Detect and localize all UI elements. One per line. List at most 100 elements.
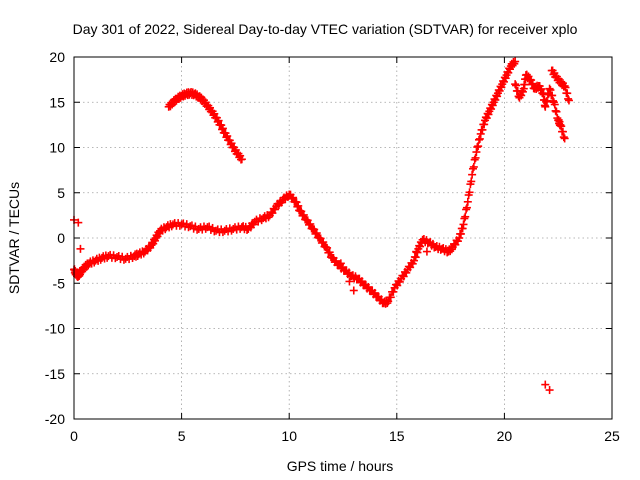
data-point xyxy=(389,287,398,296)
data-point xyxy=(469,162,478,171)
data-point xyxy=(323,243,332,252)
data-point xyxy=(549,96,558,105)
data-point xyxy=(557,122,566,131)
data-point xyxy=(462,205,471,214)
grid xyxy=(74,57,612,419)
data-point xyxy=(541,380,550,389)
data-point xyxy=(383,299,392,308)
data-point xyxy=(467,177,476,186)
data-point xyxy=(548,91,557,100)
data-point xyxy=(292,198,301,207)
y-tick-label: 5 xyxy=(57,185,65,201)
x-tick-label: 5 xyxy=(178,428,186,444)
data-point xyxy=(458,224,467,233)
data-point xyxy=(455,234,464,242)
data-points xyxy=(70,57,573,395)
data-point xyxy=(422,247,431,256)
data-point xyxy=(558,127,567,136)
data-point xyxy=(512,81,521,90)
data-point xyxy=(214,116,223,125)
data-point xyxy=(472,148,481,157)
data-point xyxy=(463,197,472,206)
data-point xyxy=(499,77,508,86)
data-point xyxy=(459,220,468,229)
data-point xyxy=(563,89,572,98)
data-point xyxy=(508,61,517,70)
data-point xyxy=(319,238,328,247)
data-point xyxy=(416,242,425,251)
data-point xyxy=(412,247,421,256)
data-point xyxy=(560,134,569,143)
data-point xyxy=(349,286,358,295)
data-point xyxy=(321,243,330,252)
data-point xyxy=(552,107,561,116)
data-point xyxy=(470,155,479,164)
data-point xyxy=(542,97,551,106)
data-point xyxy=(74,218,83,227)
data-point xyxy=(564,94,573,103)
data-point xyxy=(461,212,470,221)
data-point xyxy=(487,105,496,114)
x-tick-label: 15 xyxy=(389,428,405,444)
data-point xyxy=(468,164,477,173)
data-point xyxy=(384,297,393,306)
data-point xyxy=(332,256,341,265)
x-tick-label: 0 xyxy=(70,428,78,444)
data-point xyxy=(306,219,315,228)
data-point xyxy=(475,135,484,144)
data-point xyxy=(76,244,85,253)
data-point xyxy=(325,248,334,257)
data-point xyxy=(456,229,465,238)
data-point xyxy=(336,259,345,268)
y-tick-label: -20 xyxy=(45,411,65,427)
data-point xyxy=(495,86,504,95)
data-point xyxy=(223,132,232,141)
plot-frame xyxy=(73,56,613,420)
data-point xyxy=(473,143,482,152)
data-point xyxy=(386,293,395,302)
data-point xyxy=(475,134,484,143)
data-point xyxy=(166,102,175,111)
data-point xyxy=(218,124,227,133)
data-point xyxy=(312,229,321,238)
data-point xyxy=(468,170,477,179)
data-point xyxy=(556,120,565,129)
x-tick-label: 25 xyxy=(604,428,620,444)
x-tick-label: 10 xyxy=(281,428,297,444)
data-point xyxy=(465,188,474,197)
data-point xyxy=(517,91,526,100)
data-point xyxy=(299,210,308,219)
data-point xyxy=(541,102,550,111)
y-tick-label: 0 xyxy=(57,230,65,246)
data-point xyxy=(294,201,303,210)
data-point xyxy=(478,125,487,134)
data-point xyxy=(564,96,573,105)
data-point xyxy=(293,202,302,211)
data-point xyxy=(482,114,491,123)
data-point xyxy=(446,247,455,256)
data-point xyxy=(462,203,471,212)
data-point xyxy=(227,139,236,148)
data-point xyxy=(560,81,569,90)
data-point xyxy=(527,76,536,85)
y-tick-label: -15 xyxy=(45,366,65,382)
data-point xyxy=(550,100,559,109)
data-point xyxy=(476,129,485,138)
data-point xyxy=(522,70,531,79)
data-point xyxy=(345,277,354,286)
data-point xyxy=(504,68,513,77)
data-point xyxy=(491,95,500,104)
y-tick-label: -10 xyxy=(45,321,65,337)
chart-title: Day 301 of 2022, Sidereal Day-to-day VTE… xyxy=(73,21,578,37)
data-point xyxy=(236,151,245,160)
data-point xyxy=(545,84,554,93)
data-point xyxy=(460,214,469,223)
x-axis-label: GPS time / hours xyxy=(287,458,394,474)
data-point xyxy=(480,120,489,129)
axes: 0 5 10 15 20 25 -20 -15 -10 -5 0 5 10 15 20 xyxy=(45,49,620,444)
data-point xyxy=(474,142,483,151)
data-point xyxy=(237,155,246,164)
y-tick-label: 20 xyxy=(49,49,65,65)
data-point xyxy=(551,106,560,115)
